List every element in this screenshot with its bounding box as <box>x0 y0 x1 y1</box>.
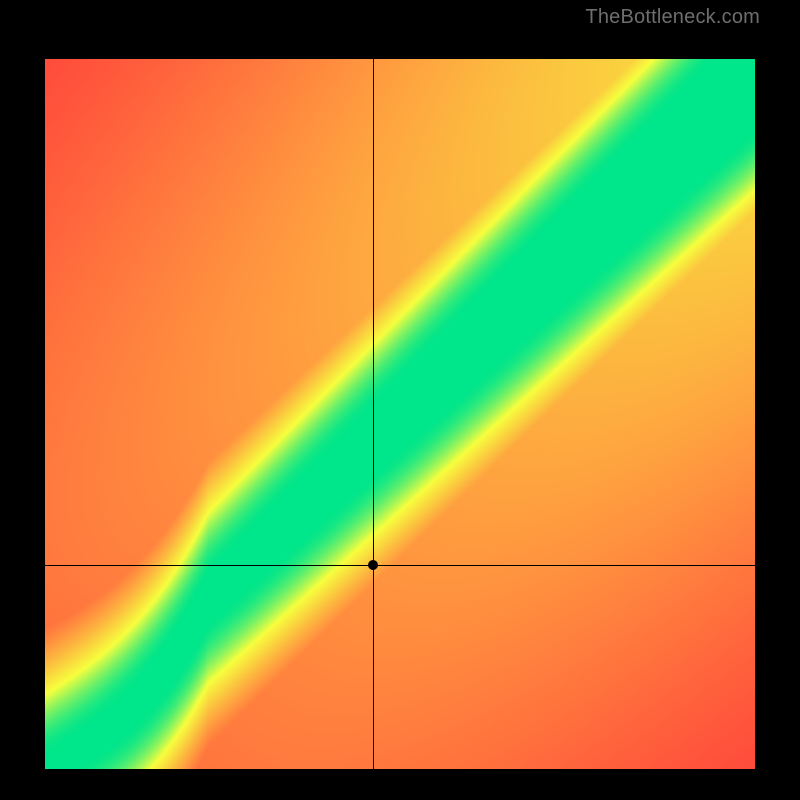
heatmap-canvas <box>45 59 755 769</box>
chart-frame: TheBottleneck.com <box>0 0 800 800</box>
watermark-label: TheBottleneck.com <box>585 6 760 29</box>
plot-area <box>45 59 755 769</box>
